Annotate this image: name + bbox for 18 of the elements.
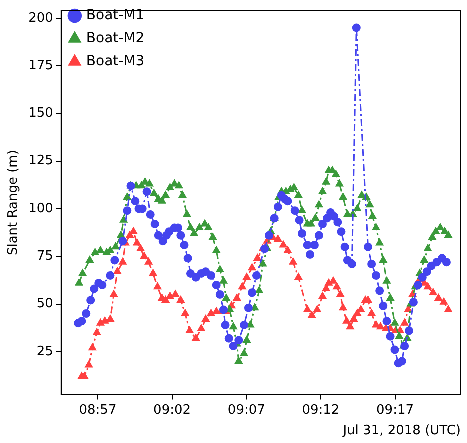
legend-label: Boat-M1: [86, 8, 145, 24]
y-tick-label: 150: [28, 106, 54, 122]
x-tick-label: 09:07: [228, 402, 266, 418]
x-tick-label: 09:02: [154, 402, 192, 418]
y-tick-label: 125: [28, 154, 54, 169]
x-tick-label: 09:17: [376, 402, 414, 418]
y-tick-label: 75: [36, 249, 54, 264]
y-tick-label: 200: [28, 10, 54, 26]
x-tick-label: 08:57: [79, 402, 117, 418]
y-axis-title: Slant Range (m): [6, 150, 22, 256]
x-tick-label: 09:12: [302, 402, 340, 418]
y-tick-label: 175: [28, 58, 54, 74]
y-tick-label: 50: [36, 296, 54, 312]
legend-label: Boat-M3: [86, 54, 145, 70]
y-tick-label: 25: [36, 344, 54, 360]
x-axis-title: Jul 31, 2018 (UTC): [342, 424, 461, 439]
y-tick-label: 100: [28, 201, 54, 216]
legend-label: Boat-M2: [86, 30, 145, 47]
